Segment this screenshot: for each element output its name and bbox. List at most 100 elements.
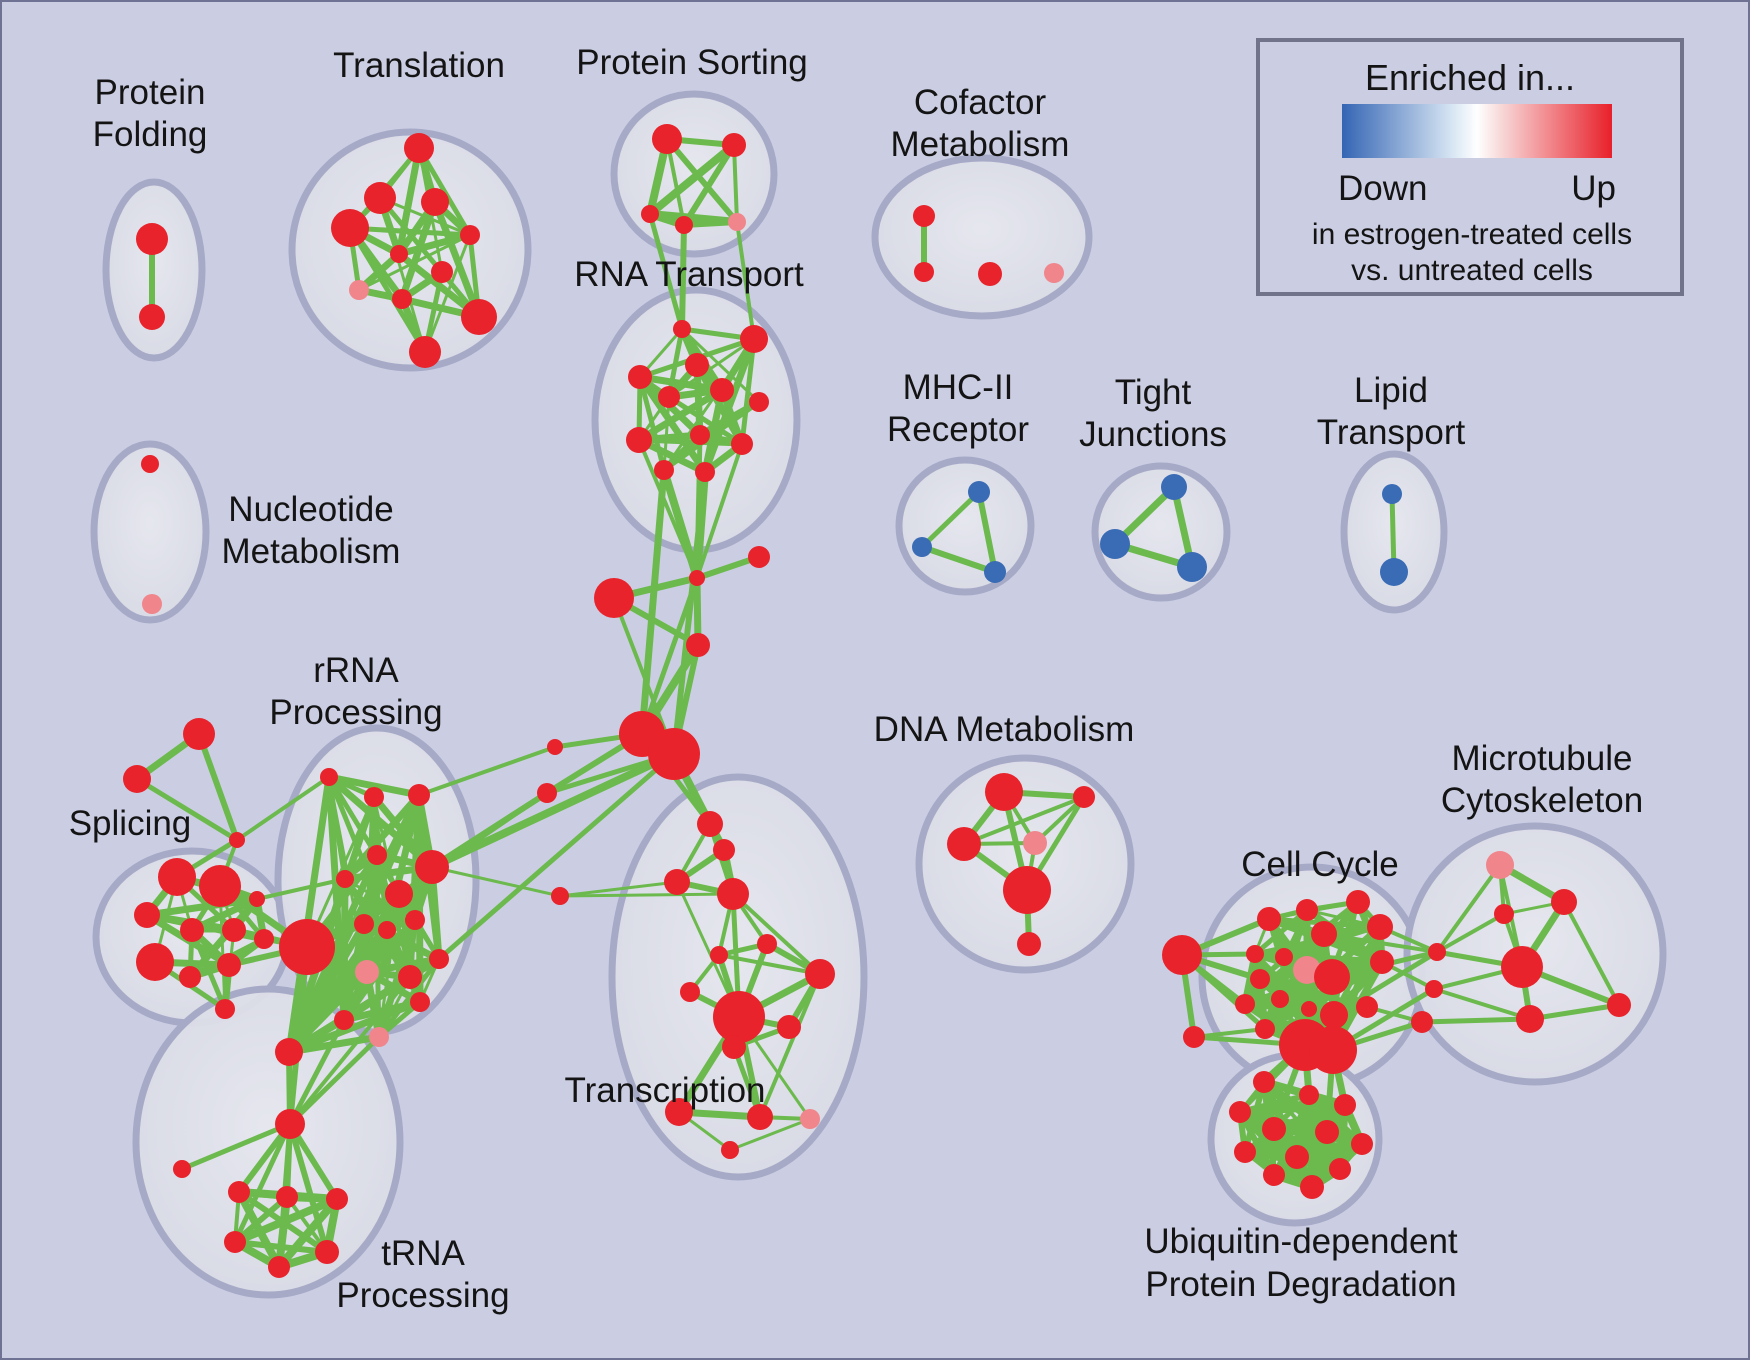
node-pf1[interactable] — [136, 223, 168, 255]
node-r10[interactable] — [731, 433, 753, 455]
node-mt2[interactable] — [1551, 889, 1577, 915]
node-tx2[interactable] — [713, 839, 735, 861]
node-tx12[interactable] — [665, 1098, 693, 1126]
node-cc5[interactable] — [1275, 948, 1293, 966]
node-cf4[interactable] — [1044, 263, 1064, 283]
node-rr3[interactable] — [408, 784, 430, 806]
node-r9[interactable] — [690, 425, 710, 445]
node-r1[interactable] — [673, 320, 691, 338]
node-tx13[interactable] — [747, 1104, 773, 1130]
node-dm2[interactable] — [1073, 786, 1095, 808]
node-tr7[interactable] — [315, 1240, 339, 1264]
node-ps4[interactable] — [675, 216, 693, 234]
node-ccH2[interactable] — [1309, 1026, 1357, 1074]
node-mtc2[interactable] — [1425, 980, 1443, 998]
node-t9[interactable] — [392, 289, 412, 309]
node-cc3[interactable] — [1311, 921, 1337, 947]
node-mt5[interactable] — [1516, 1005, 1544, 1033]
node-t4[interactable] — [331, 209, 369, 247]
node-ub2[interactable] — [1299, 1085, 1319, 1105]
node-t3[interactable] — [421, 188, 449, 216]
node-tj1[interactable] — [1161, 474, 1187, 500]
node-ps2[interactable] — [722, 133, 746, 157]
node-tr1[interactable] — [275, 1109, 305, 1139]
node-rr7[interactable] — [385, 880, 413, 908]
node-sp9[interactable] — [217, 953, 241, 977]
node-t5[interactable] — [460, 225, 480, 245]
node-ps3[interactable] — [641, 205, 659, 223]
node-r2[interactable] — [740, 325, 768, 353]
node-mt6[interactable] — [1607, 993, 1631, 1017]
node-rr2[interactable] — [364, 787, 384, 807]
node-c1[interactable] — [686, 633, 710, 657]
node-rr6[interactable] — [415, 850, 449, 884]
node-ub6[interactable] — [1315, 1120, 1339, 1144]
node-rr11[interactable] — [355, 960, 379, 984]
node-ub8[interactable] — [1234, 1141, 1256, 1163]
node-ub7[interactable] — [1351, 1133, 1373, 1155]
node-dm5[interactable] — [1003, 866, 1051, 914]
node-s3[interactable] — [229, 832, 245, 848]
node-tr4[interactable] — [276, 1186, 298, 1208]
node-tx8[interactable] — [680, 982, 700, 1002]
node-mt3[interactable] — [1494, 904, 1514, 924]
node-sp1[interactable] — [158, 858, 196, 896]
node-sp3[interactable] — [134, 902, 160, 928]
node-mt4[interactable] — [1501, 946, 1543, 988]
node-m2[interactable] — [912, 537, 932, 557]
node-t8[interactable] — [349, 280, 369, 300]
node-ub9[interactable] — [1285, 1145, 1309, 1169]
node-tx3[interactable] — [664, 869, 690, 895]
node-sp7[interactable] — [136, 943, 174, 981]
node-dm6[interactable] — [1017, 932, 1041, 956]
node-cc15[interactable] — [1367, 914, 1393, 940]
node-sp8[interactable] — [179, 966, 201, 988]
node-r11[interactable] — [654, 460, 674, 480]
node-cc13[interactable] — [1320, 1001, 1348, 1029]
node-f1[interactable] — [551, 887, 569, 905]
node-mt1[interactable] — [1486, 851, 1514, 879]
node-ps5[interactable] — [728, 213, 746, 231]
node-tx11[interactable] — [722, 1035, 746, 1059]
node-cc17[interactable] — [1356, 996, 1378, 1018]
node-pf2[interactable] — [139, 304, 165, 330]
node-rr4[interactable] — [367, 845, 387, 865]
node-r5[interactable] — [658, 386, 680, 408]
node-s2[interactable] — [123, 765, 151, 793]
node-tx14[interactable] — [800, 1109, 820, 1129]
node-lt2[interactable] — [1380, 558, 1408, 586]
node-rr12[interactable] — [398, 965, 422, 989]
node-ub5[interactable] — [1262, 1117, 1286, 1141]
node-tr3[interactable] — [228, 1181, 250, 1203]
node-ub4[interactable] — [1229, 1101, 1251, 1123]
node-r4[interactable] — [628, 365, 652, 389]
node-cf1[interactable] — [913, 205, 935, 227]
node-cf2[interactable] — [914, 262, 934, 282]
node-ub12[interactable] — [1300, 1175, 1324, 1199]
node-sp2[interactable] — [199, 865, 241, 907]
node-rr16[interactable] — [410, 992, 430, 1012]
node-tr6[interactable] — [224, 1231, 246, 1253]
node-dm1[interactable] — [985, 773, 1023, 811]
node-rr10[interactable] — [378, 921, 396, 939]
node-cc9[interactable] — [1235, 994, 1255, 1014]
node-n2[interactable] — [142, 594, 162, 614]
node-rrH[interactable] — [279, 919, 335, 975]
node-tj3[interactable] — [1177, 552, 1207, 582]
node-mtc1[interactable] — [1428, 943, 1446, 961]
node-tx6[interactable] — [710, 946, 728, 964]
node-cc4[interactable] — [1246, 945, 1264, 963]
node-cc11[interactable] — [1301, 1001, 1317, 1017]
node-rr15[interactable] — [369, 1027, 389, 1047]
node-rr17[interactable] — [275, 1038, 303, 1066]
node-b1[interactable] — [594, 578, 634, 618]
node-r8[interactable] — [626, 427, 652, 453]
node-a2[interactable] — [748, 546, 770, 568]
node-t10[interactable] — [461, 299, 497, 335]
node-cc10[interactable] — [1271, 990, 1289, 1008]
node-mtc3[interactable] — [1411, 1011, 1433, 1033]
node-cc12[interactable] — [1255, 1019, 1275, 1039]
node-n1[interactable] — [141, 455, 159, 473]
node-cc1[interactable] — [1257, 907, 1281, 931]
node-tx15[interactable] — [721, 1141, 739, 1159]
